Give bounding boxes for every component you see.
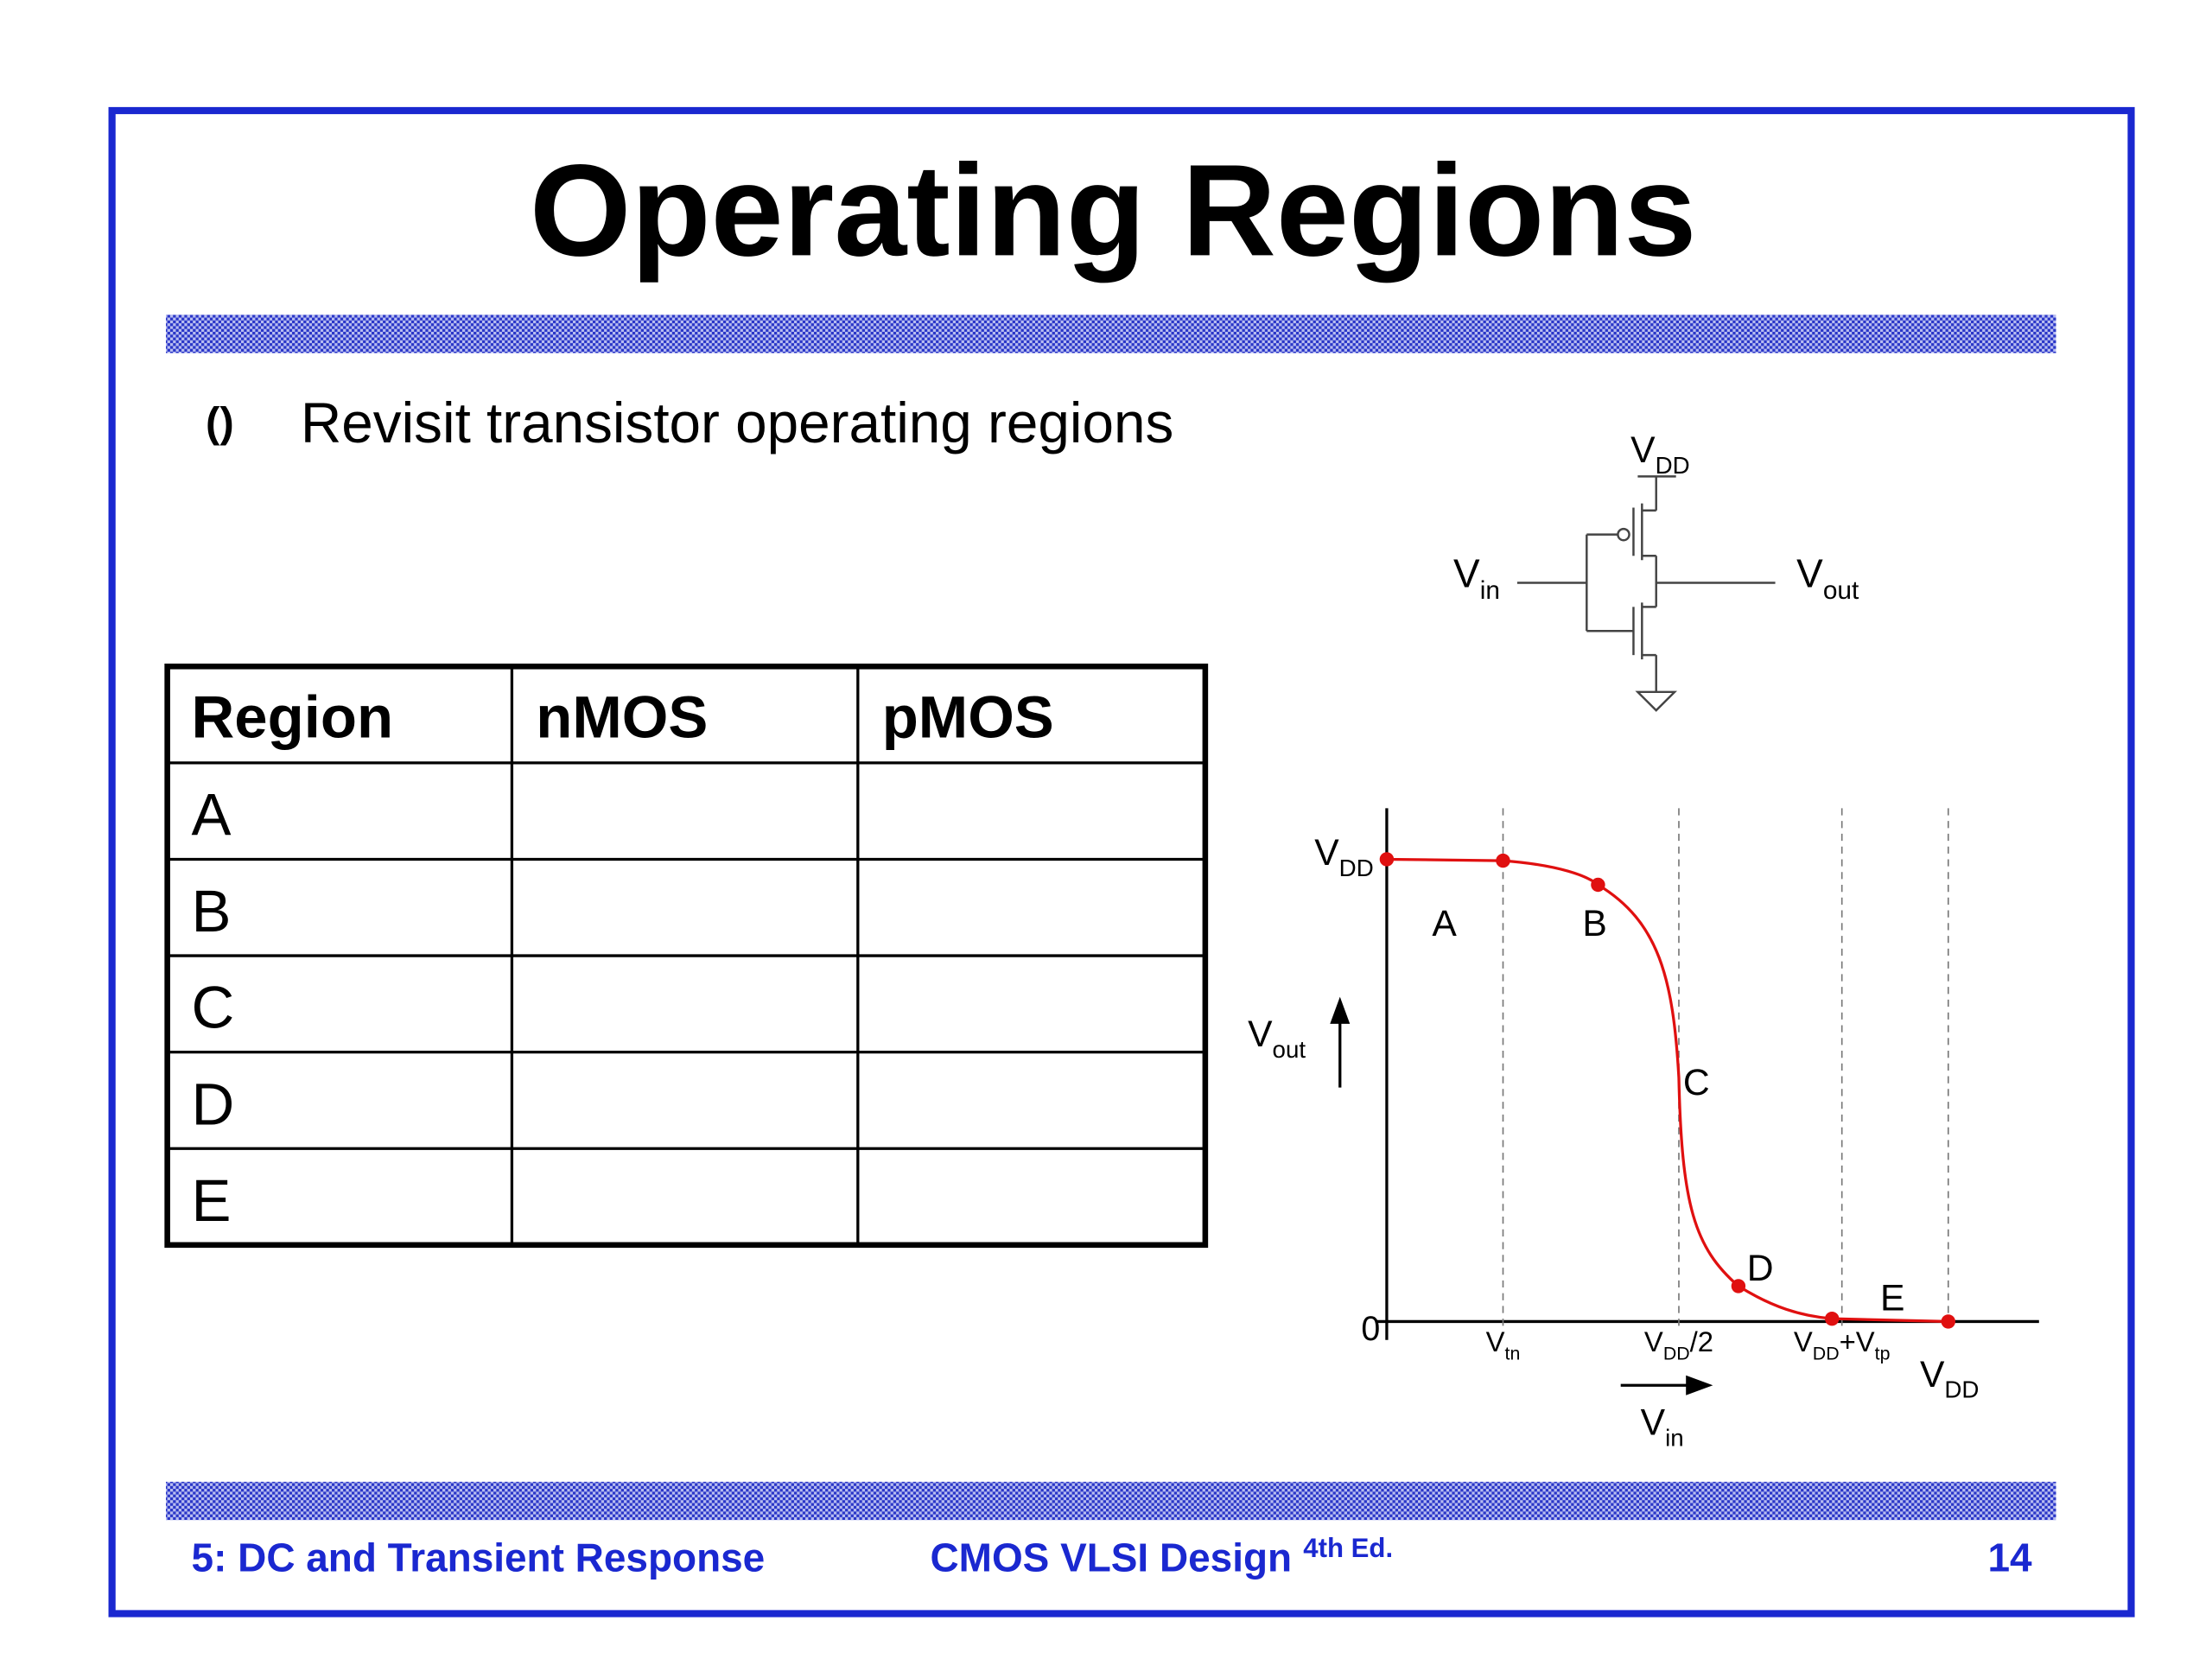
label-main: +V — [1840, 1325, 1875, 1357]
region-cell: D — [192, 1071, 235, 1137]
label: Vout — [1248, 1014, 1306, 1063]
region-cell: E — [192, 1167, 232, 1234]
y-zero: 0 — [1361, 1310, 1380, 1348]
region-label: C — [1683, 1062, 1710, 1103]
plot — [1330, 808, 2039, 1395]
label: VDD+Vtp — [1794, 1325, 1891, 1364]
label-sub: in — [1480, 576, 1500, 605]
label: Vout — [1796, 550, 1859, 605]
region-label: D — [1747, 1248, 1774, 1289]
region-cell: C — [192, 975, 235, 1041]
region-label: B — [1582, 903, 1606, 944]
label-sub: out — [1823, 576, 1859, 605]
footer-left: 5: DC and Transient Response — [192, 1535, 766, 1580]
circuit — [1516, 475, 1776, 712]
label-sub: DD — [1944, 1376, 1979, 1403]
label-sub: tn — [1505, 1344, 1521, 1364]
label-sub: out — [1273, 1036, 1306, 1063]
table-header: Region — [192, 683, 394, 750]
label-sub: DD — [1813, 1344, 1840, 1364]
label: VDD — [1630, 429, 1690, 479]
label-main: V — [1644, 1325, 1663, 1357]
label-sub: DD — [1656, 452, 1690, 479]
page-number: 14 — [1987, 1535, 2032, 1580]
label: Vtn — [1486, 1325, 1521, 1364]
frame — [108, 106, 2135, 1618]
label: Vin — [1453, 550, 1500, 605]
footer-center: CMOS VLSI Design 4th Ed. — [931, 1533, 1394, 1580]
table-header: pMOS — [882, 683, 1054, 750]
footer-edition: 4th Ed. — [1303, 1533, 1393, 1563]
divider — [166, 315, 2056, 353]
title: Operating Regions — [530, 137, 1696, 283]
label-sub: in — [1665, 1425, 1684, 1452]
label-main: V — [1248, 1014, 1273, 1055]
label: Vin — [1641, 1402, 1684, 1452]
divider — [166, 1481, 2056, 1521]
label-main: V — [1453, 550, 1480, 595]
label-sub: tp — [1875, 1344, 1891, 1364]
label-main: /2 — [1690, 1325, 1713, 1357]
label: VDD — [1314, 832, 1374, 881]
label-main: V — [1794, 1325, 1813, 1357]
label-sub: DD — [1339, 855, 1374, 881]
label: VDD/2 — [1644, 1325, 1713, 1364]
label-sub: DD — [1663, 1344, 1690, 1364]
label-main: V — [1630, 429, 1656, 471]
region-cell: B — [192, 878, 232, 944]
label-main: V — [1486, 1325, 1505, 1357]
label: VDD — [1920, 1354, 1980, 1403]
label-main: V — [1314, 832, 1339, 874]
bullet-icon: () — [206, 398, 234, 446]
region-label: E — [1880, 1277, 1904, 1319]
label-main: V — [1641, 1402, 1666, 1444]
label-main: V — [1796, 550, 1823, 595]
label-main: V — [1920, 1354, 1945, 1395]
region-label: A — [1432, 903, 1457, 944]
table-header: nMOS — [536, 683, 708, 750]
region-cell: A — [192, 782, 232, 849]
footer-course: CMOS VLSI Design — [931, 1535, 1293, 1580]
bullet-text: Revisit transistor operating regions — [301, 391, 1173, 454]
